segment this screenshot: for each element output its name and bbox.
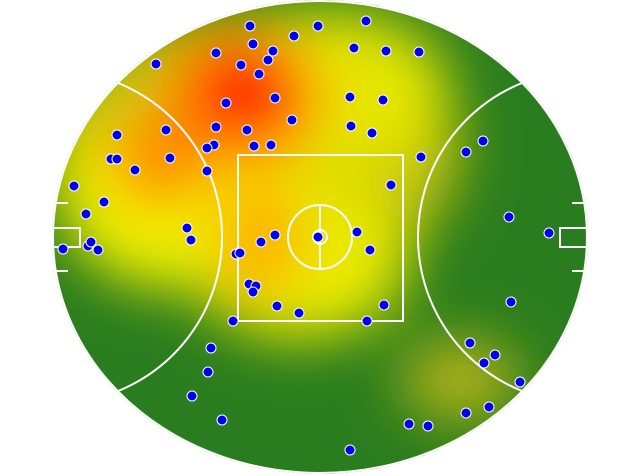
point <box>150 58 162 70</box>
point <box>244 20 256 32</box>
point <box>271 300 283 312</box>
point <box>415 151 427 163</box>
point <box>241 124 253 136</box>
point <box>293 307 305 319</box>
point <box>377 94 389 106</box>
point <box>129 164 141 176</box>
point <box>181 222 193 234</box>
point <box>111 129 123 141</box>
point <box>247 38 259 50</box>
point <box>478 357 490 369</box>
point <box>262 54 274 66</box>
point <box>92 244 104 256</box>
point <box>514 376 526 388</box>
point <box>235 59 247 71</box>
point <box>210 121 222 133</box>
point <box>247 286 259 298</box>
point <box>503 211 515 223</box>
point <box>210 47 222 59</box>
point <box>57 243 69 255</box>
point <box>361 315 373 327</box>
point <box>312 231 324 243</box>
point <box>160 124 172 136</box>
point <box>248 140 260 152</box>
point <box>85 236 97 248</box>
point <box>312 20 324 32</box>
point <box>360 15 372 27</box>
point <box>477 135 489 147</box>
point <box>265 139 277 151</box>
point <box>413 46 425 58</box>
point <box>378 299 390 311</box>
point <box>288 30 300 42</box>
point <box>269 92 281 104</box>
point <box>68 180 80 192</box>
point <box>80 208 92 220</box>
point <box>344 444 356 456</box>
point <box>186 390 198 402</box>
point <box>267 45 279 57</box>
point <box>366 127 378 139</box>
point <box>403 418 415 430</box>
point <box>385 179 397 191</box>
point <box>345 120 357 132</box>
point <box>255 236 267 248</box>
point <box>269 229 281 241</box>
point <box>201 142 213 154</box>
point <box>543 227 555 239</box>
point <box>253 68 265 80</box>
point <box>422 420 434 432</box>
point <box>464 337 476 349</box>
point <box>164 152 176 164</box>
point <box>185 234 197 246</box>
point <box>201 165 213 177</box>
point <box>489 349 501 361</box>
point <box>227 315 239 327</box>
point <box>98 196 110 208</box>
field-markings <box>51 0 589 474</box>
point <box>351 226 363 238</box>
point <box>483 401 495 413</box>
point <box>364 244 376 256</box>
point <box>380 45 392 57</box>
point <box>111 153 123 165</box>
point <box>220 97 232 109</box>
point <box>344 91 356 103</box>
point <box>460 146 472 158</box>
point <box>348 42 360 54</box>
point <box>202 366 214 378</box>
point <box>460 407 472 419</box>
point <box>216 414 228 426</box>
point <box>286 114 298 126</box>
point <box>234 247 246 259</box>
point <box>505 296 517 308</box>
point <box>205 342 217 354</box>
